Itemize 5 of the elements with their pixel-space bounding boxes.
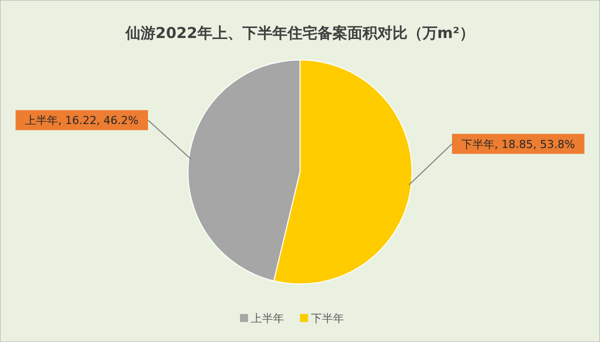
data-label: 下半年, 18.85, 53.8%	[461, 138, 575, 151]
chart-title: 仙游2022年上、下半年住宅备案面积对比（万m²）	[124, 24, 474, 42]
legend-label: 上半年	[251, 312, 284, 325]
legend-label: 下半年	[311, 312, 344, 325]
data-label: 上半年, 16.22, 46.2%	[25, 114, 139, 128]
